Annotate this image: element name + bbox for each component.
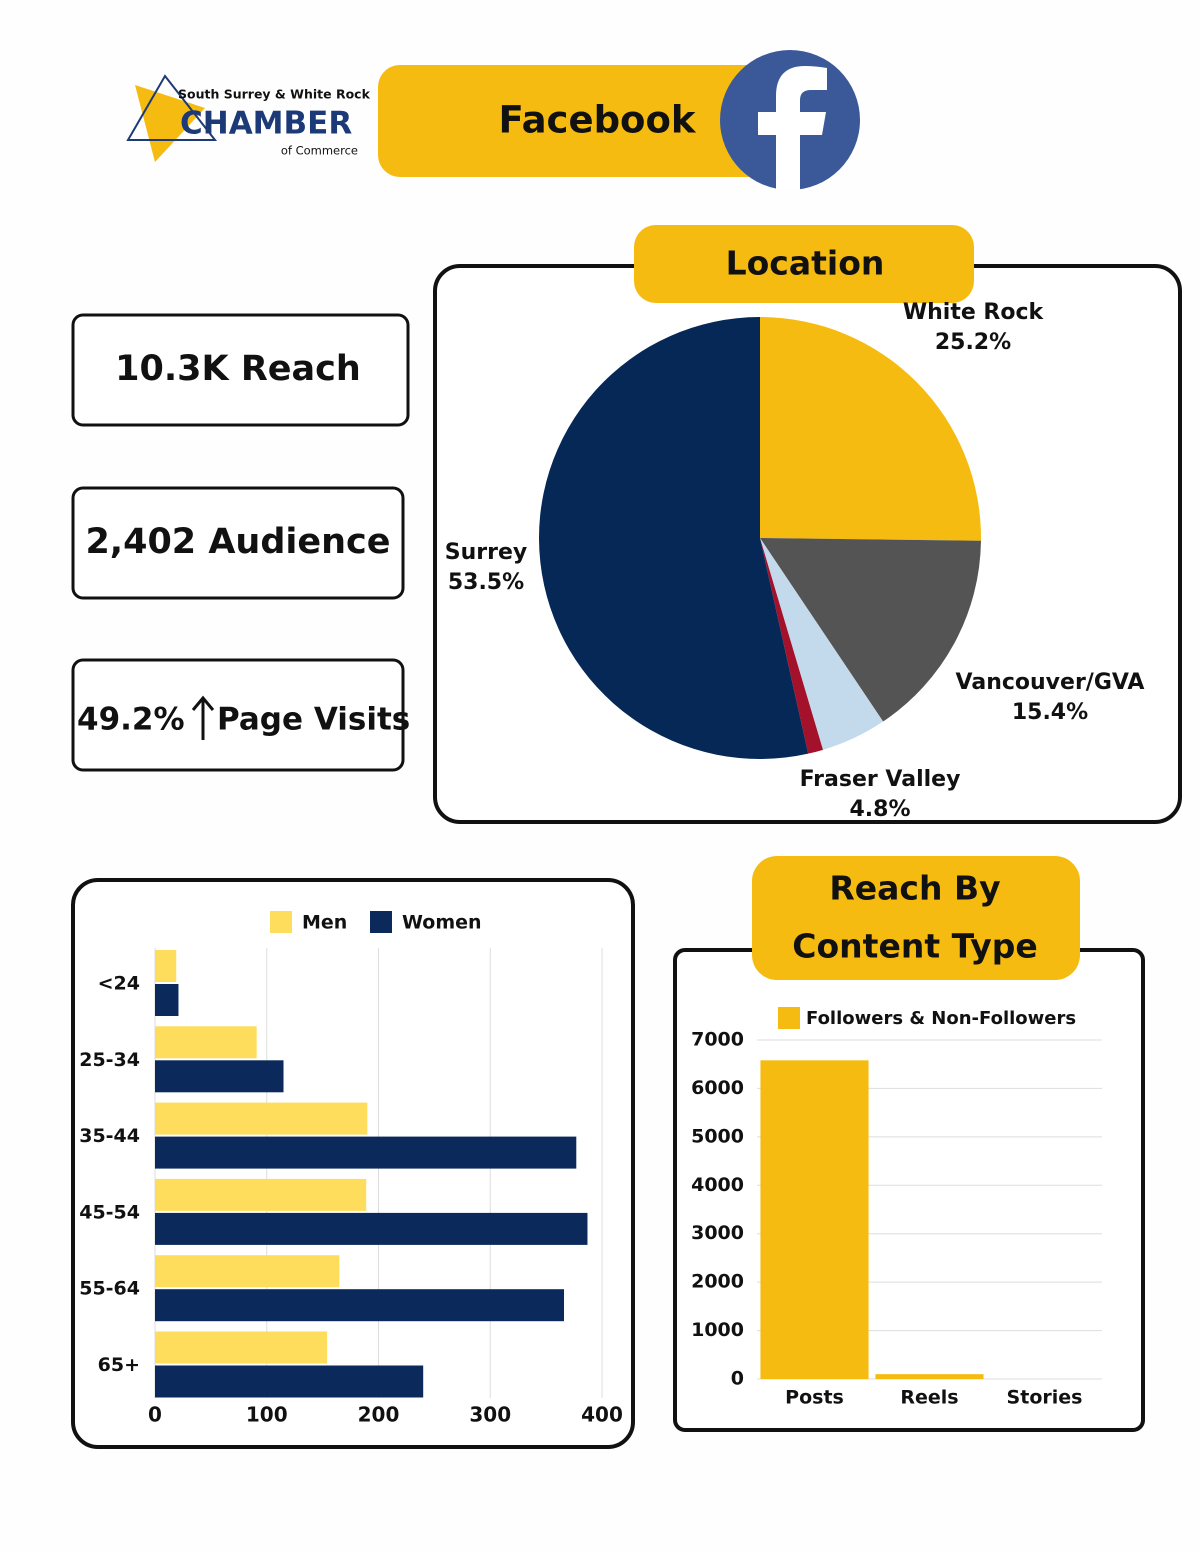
bar (155, 1136, 577, 1169)
pie-slice (760, 538, 884, 750)
pie-slice (760, 317, 981, 541)
x-tick-label: 300 (469, 1403, 511, 1427)
y-tick-label: 3000 (691, 1222, 744, 1244)
y-tick-label: 7000 (691, 1029, 744, 1051)
slice-value: 25.2% (935, 330, 1011, 355)
y-tick-label: 45-54 (79, 1201, 140, 1223)
bar (760, 1060, 869, 1379)
pie-slice (539, 317, 809, 759)
stat-box (71, 486, 405, 600)
slice-label: Fraser Valley (800, 767, 961, 792)
slice-label: Surrey (445, 540, 527, 565)
slice-value: 15.4% (1012, 700, 1088, 725)
up-arrow (191, 695, 215, 740)
bar (155, 1331, 328, 1364)
title-pill (378, 65, 788, 177)
y-tick-label: <24 (98, 973, 140, 995)
bar (155, 950, 177, 982)
stat-label: Page Visits (217, 702, 410, 738)
logo-top: South Surrey & White Rock (178, 87, 371, 102)
y-tick-label: 4000 (691, 1174, 744, 1196)
y-tick-label: 1000 (691, 1319, 744, 1341)
title-pill (634, 225, 974, 303)
logo-name: CHAMBER (180, 106, 352, 142)
facebook-f (758, 66, 827, 190)
chart-title: Reach By (829, 869, 1000, 908)
x-tick-label: 400 (581, 1403, 623, 1427)
y-tick-label: 6000 (691, 1077, 744, 1099)
pie-slice (760, 538, 981, 722)
y-tick-label: 0 (731, 1368, 744, 1390)
chart-title: Location (726, 244, 885, 283)
y-tick-label: 55-64 (79, 1278, 140, 1300)
bar (155, 1212, 588, 1245)
legend-label: Women (402, 912, 482, 934)
stat-box (71, 658, 405, 772)
x-tick-label: Posts (785, 1387, 844, 1409)
bar (155, 1255, 340, 1288)
x-tick-label: 100 (246, 1403, 288, 1427)
y-tick-label: 2000 (691, 1271, 744, 1293)
bar (155, 984, 179, 1016)
y-tick-label: 65+ (98, 1354, 140, 1376)
page-title: Facebook (498, 99, 696, 142)
slice-label: Vancouver/GVA (956, 670, 1145, 695)
slice-label: White Rock (903, 300, 1045, 325)
stat-box (71, 313, 410, 427)
bar (155, 1178, 367, 1211)
legend-label: Men (302, 912, 347, 934)
x-tick-label: 0 (148, 1403, 162, 1427)
stat-figure: 49.2% (77, 702, 185, 738)
bar (155, 1060, 284, 1093)
bar (155, 1365, 424, 1398)
legend-swatch (778, 1007, 800, 1029)
pie-slice (760, 538, 823, 754)
chart-title: Content Type (792, 927, 1037, 966)
y-tick-label: 35-44 (79, 1125, 140, 1147)
slice-value: 53.5% (448, 570, 524, 595)
slice-value: 4.8% (849, 797, 910, 822)
y-tick-label: 25-34 (79, 1049, 140, 1071)
bar (875, 1374, 984, 1379)
x-tick-label: Reels (900, 1387, 958, 1409)
logo-outline (126, 74, 218, 141)
x-tick-label: Stories (1007, 1387, 1083, 1409)
y-tick-label: 5000 (691, 1125, 744, 1147)
stat-text: 10.3K Reach (115, 349, 361, 389)
stat-text: 2,402 Audience (85, 522, 390, 562)
bar (155, 1102, 368, 1135)
logo-bottom: of Commerce (281, 144, 358, 158)
legend-swatch (270, 911, 292, 933)
bar (155, 1289, 565, 1322)
x-tick-label: 200 (358, 1403, 400, 1427)
title-pill (752, 856, 1080, 980)
bar (155, 1026, 257, 1059)
legend-swatch (370, 911, 392, 933)
legend-label: Followers & Non-Followers (806, 1008, 1076, 1029)
